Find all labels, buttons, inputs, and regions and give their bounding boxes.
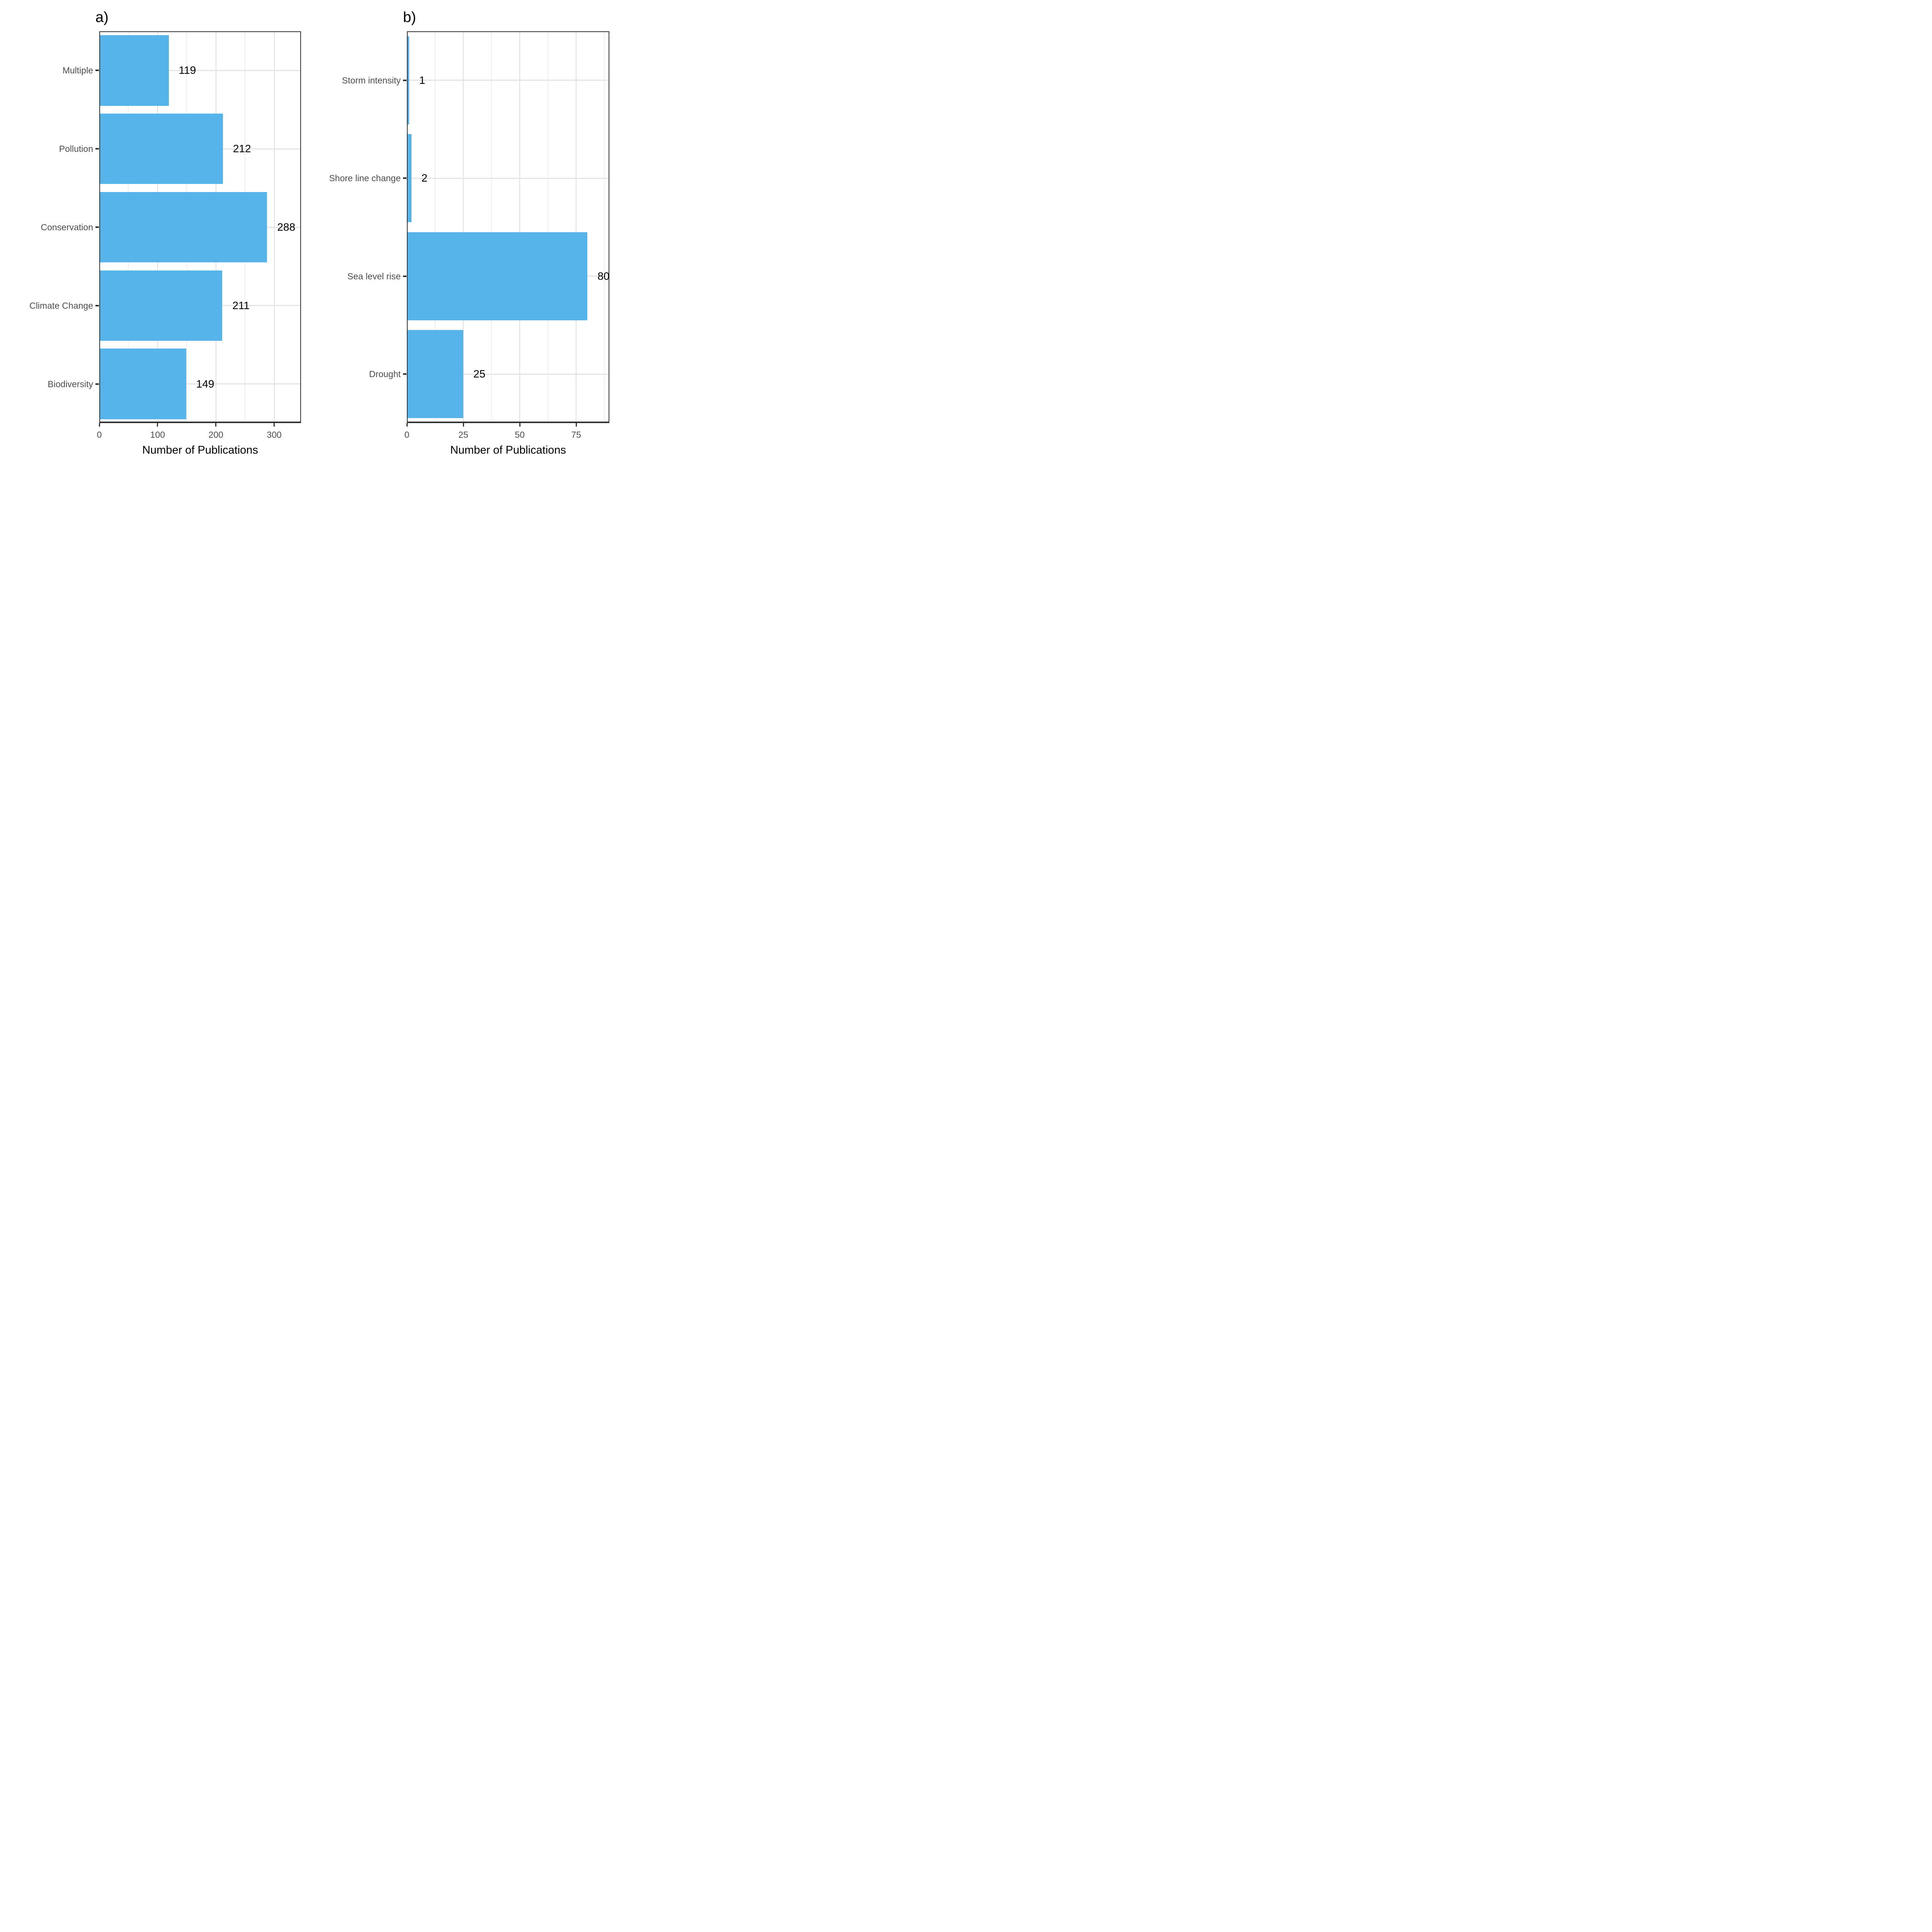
category-label-biodiversity: Biodiversity: [48, 379, 93, 389]
category-label-climate-change: Climate Change: [29, 300, 93, 311]
value-label-storm-intensity: 1: [419, 74, 425, 86]
category-label-pollution: Pollution: [59, 144, 93, 154]
x-axis-line: [99, 422, 301, 423]
category-label-drought: Drought: [369, 369, 401, 379]
row-gridline: [100, 383, 300, 385]
x-axis-title-a: Number of Publications: [142, 444, 258, 456]
bar-biodiversity: [100, 349, 186, 419]
x-tick-label: 0: [97, 430, 102, 440]
figure: a) b) 119 Multiple 212 Pollution 288 Conserva…: [0, 0, 618, 464]
row-gridline: [408, 373, 609, 375]
value-label-multiple: 119: [179, 64, 196, 77]
x-axis-tick: [99, 423, 100, 427]
row-gridline: [408, 80, 609, 81]
bar-multiple: [100, 35, 169, 106]
category-label-multiple: Multiple: [62, 65, 93, 76]
y-axis-tick: [403, 275, 406, 277]
row-gridline: [100, 70, 300, 71]
x-axis-line: [407, 422, 609, 423]
value-label-pollution: 212: [233, 143, 251, 155]
y-axis-tick: [403, 177, 406, 179]
value-label-sea-level-rise: 80: [597, 270, 610, 282]
x-tick-label: 25: [458, 430, 468, 440]
y-axis-tick: [95, 304, 99, 306]
minor-gridline: [604, 32, 605, 422]
y-axis-tick: [403, 373, 406, 375]
minor-gridline: [491, 32, 492, 422]
y-axis-tick: [95, 148, 99, 150]
x-tick-label: 300: [267, 430, 282, 440]
bar-climate-change: [100, 270, 223, 341]
x-tick-label: 75: [571, 430, 581, 440]
major-gridline: [576, 32, 577, 422]
x-axis-tick: [519, 423, 520, 427]
bar-conservation: [100, 192, 267, 263]
category-label-sea-level-rise: Sea level rise: [347, 271, 401, 281]
major-gridline: [463, 32, 464, 422]
bar-drought: [408, 330, 464, 418]
value-label-climate-change: 211: [232, 299, 250, 311]
value-label-conservation: 288: [277, 221, 296, 233]
x-axis-tick: [463, 423, 464, 427]
x-axis-title-b: Number of Publications: [450, 444, 566, 456]
x-tick-label: 50: [515, 430, 525, 440]
bar-pollution: [100, 113, 223, 184]
bar-sea-level-rise: [408, 232, 588, 320]
y-axis-tick: [95, 383, 99, 385]
x-tick-label: 200: [208, 430, 223, 440]
panel-b-title: b): [403, 9, 416, 26]
category-label-shore-line-change: Shore line change: [329, 173, 401, 184]
value-label-shore-line-change: 2: [421, 172, 428, 184]
bar-shore-line-change: [408, 134, 412, 223]
x-tick-label: 0: [404, 430, 410, 440]
panel-a-title: a): [95, 9, 109, 26]
x-axis-tick: [575, 423, 577, 427]
row-gridline: [408, 177, 609, 179]
major-gridline: [519, 32, 520, 422]
value-label-biodiversity: 149: [196, 378, 214, 390]
x-axis-tick: [215, 423, 217, 427]
category-label-storm-intensity: Storm intensity: [342, 75, 401, 85]
value-label-drought: 25: [473, 368, 486, 380]
x-axis-tick: [406, 423, 408, 427]
y-axis-tick: [95, 226, 99, 228]
y-axis-tick: [403, 79, 406, 81]
x-axis-tick: [274, 423, 275, 427]
category-label-conservation: Conservation: [41, 222, 93, 232]
y-axis-tick: [95, 70, 99, 71]
x-axis-tick: [157, 423, 158, 427]
x-tick-label: 100: [150, 430, 165, 440]
bar-storm-intensity: [408, 36, 409, 124]
